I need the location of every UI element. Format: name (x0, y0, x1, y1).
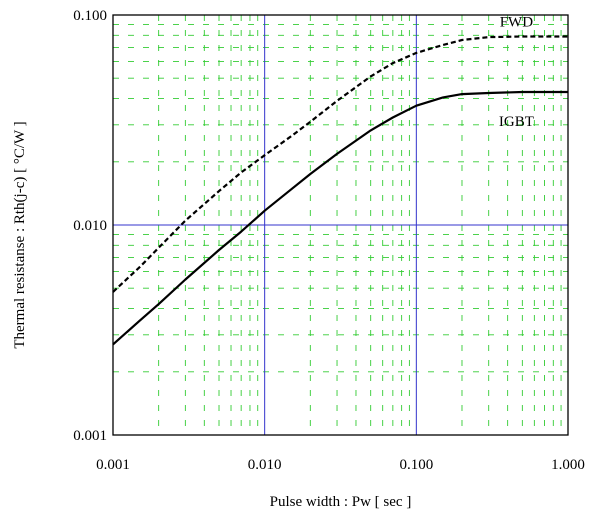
x-tick-label: 0.001 (96, 457, 130, 473)
series-line-igbt (112, 90, 568, 346)
x-axis-title: Pulse width : Pw [ sec ] (270, 494, 412, 510)
x-axis-ticks: 0.001 0.010 0.100 1.000 (96, 457, 585, 473)
x-tick-label: 0.010 (248, 457, 282, 473)
annotation-layer: FWD IGBT (499, 14, 534, 129)
series-layer (112, 35, 568, 346)
y-axis-ticks: 0.001 0.010 0.100 (73, 8, 107, 444)
plot-frame (112, 14, 569, 436)
x-tick-label: 1.000 (551, 457, 585, 473)
x-tick-label: 0.100 (399, 457, 433, 473)
y-tick-label: 0.010 (73, 218, 107, 234)
major-grid (113, 15, 568, 435)
y-tick-label: 0.100 (73, 8, 107, 24)
series-label-fwd: FWD (500, 14, 534, 30)
y-tick-label: 0.001 (73, 428, 107, 444)
y-axis-title: Thermal resistanse : Rth(j-c) [ °C/W ] (12, 121, 28, 348)
series-label-igbt: IGBT (499, 114, 534, 130)
